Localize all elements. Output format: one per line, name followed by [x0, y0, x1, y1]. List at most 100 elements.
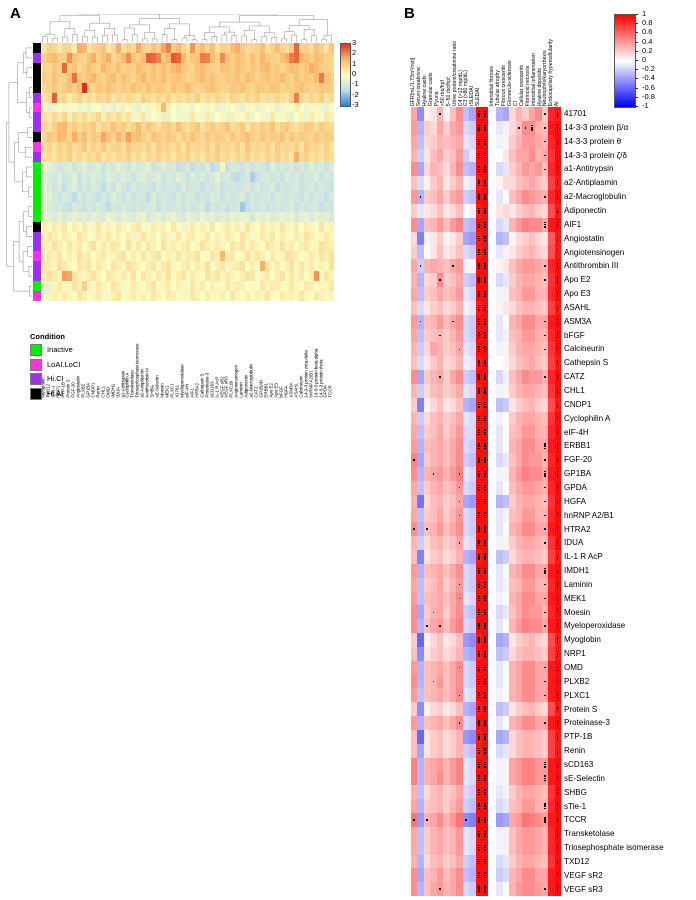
heatmap-cell — [304, 181, 310, 192]
heatmap-cell — [496, 854, 503, 869]
heatmap-cell-fill — [423, 508, 431, 523]
heatmap-cell — [462, 217, 470, 232]
heatmap-cell-fill — [423, 120, 431, 135]
heatmap-cell-fill — [417, 439, 424, 454]
heatmap-cell — [170, 142, 176, 153]
heatmap-cell-fill — [502, 813, 510, 827]
heatmap-cell — [136, 251, 141, 262]
heatmap-cell-fill — [430, 688, 437, 703]
heatmap-cell — [210, 92, 216, 103]
heatmap-cell-fill — [411, 176, 418, 191]
heatmap-cell-fill — [436, 411, 444, 426]
heatmap-cell-fill — [436, 826, 444, 841]
heatmap-cell — [417, 563, 424, 578]
heatmap-cell-fill — [436, 397, 444, 412]
heatmap-cell — [91, 191, 97, 202]
colorbar-tick-label: 0.6 — [642, 27, 653, 37]
heatmap-cell-fill — [535, 370, 542, 384]
heatmap-cell — [91, 291, 97, 301]
heatmap-cell — [554, 314, 561, 329]
heatmap-cell-fill — [554, 162, 561, 177]
heatmap-cell — [449, 771, 457, 786]
heatmap-cell — [515, 286, 523, 301]
heatmap-cell — [264, 62, 270, 73]
heatmap-cell — [66, 241, 72, 252]
heatmap-cell — [515, 453, 523, 467]
heatmap-cell-fill — [469, 328, 476, 343]
row-label: IDUA — [564, 538, 584, 548]
heatmap-cell — [220, 171, 226, 182]
heatmap-cell — [220, 181, 226, 192]
heatmap-cell — [244, 82, 250, 93]
heatmap-cell-fill — [515, 785, 523, 800]
heatmap-cell — [515, 577, 523, 592]
heatmap-cell-fill — [456, 217, 463, 232]
heatmap-cell — [515, 646, 523, 661]
heatmap-cell-fill — [502, 397, 510, 412]
heatmap-cell — [430, 286, 437, 301]
heatmap-cell-fill — [548, 217, 555, 232]
heatmap-cell — [185, 241, 191, 252]
heatmap-cell — [101, 171, 107, 182]
heatmap-cell — [554, 176, 561, 191]
heatmap-cell — [254, 152, 260, 163]
heatmap-cell — [411, 217, 418, 232]
heatmap-cell — [548, 577, 555, 592]
heatmap-cell-fill — [443, 660, 450, 675]
heatmap-cell — [230, 291, 236, 301]
heatmap-cell — [239, 211, 245, 222]
heatmap-cell — [502, 356, 510, 371]
legend-item: Inactive — [30, 344, 150, 356]
heatmap-cell — [42, 43, 47, 53]
heatmap-cell — [528, 688, 536, 703]
heatmap-cell — [61, 271, 67, 282]
heatmap-cell-fill — [509, 619, 516, 634]
heatmap-cell — [469, 494, 476, 509]
heatmap-cell — [469, 273, 476, 287]
heatmap-cell-fill — [436, 716, 444, 730]
heatmap-cell — [205, 122, 211, 133]
heatmap-cell — [46, 52, 52, 63]
heatmap-cell — [469, 342, 476, 357]
heatmap-cell — [220, 281, 226, 292]
heatmap-cell — [411, 411, 418, 426]
heatmap-cell — [106, 231, 112, 242]
heatmap-cell-fill — [528, 646, 536, 661]
heatmap-cell — [131, 72, 137, 83]
heatmap-cell — [160, 102, 166, 113]
heatmap-cell-fill — [449, 383, 457, 398]
heatmap-cell-fill — [528, 771, 536, 786]
heatmap-cell-fill — [469, 716, 476, 730]
heatmap-cell — [509, 688, 516, 703]
heatmap-cell — [515, 439, 523, 454]
heatmap-cell-fill — [456, 563, 463, 578]
heatmap-cell — [436, 591, 444, 606]
heatmap-cell — [443, 577, 450, 592]
heatmap-cell — [548, 148, 555, 163]
heatmap-cell — [249, 171, 255, 182]
heatmap-cell — [430, 813, 437, 827]
heatmap-cell-fill — [509, 134, 516, 149]
heatmap-cell — [481, 217, 489, 232]
column-group-gap — [488, 411, 497, 426]
row-label: Renin — [564, 746, 586, 756]
heatmap-cell-fill — [411, 785, 418, 800]
heatmap-cell — [185, 52, 191, 63]
heatmap-cell-fill — [436, 799, 444, 814]
heatmap-cell — [244, 291, 250, 301]
heatmap-cell — [411, 826, 418, 841]
heatmap-cell-fill — [522, 757, 529, 772]
heatmap-row — [411, 757, 561, 772]
heatmap-cell-fill — [509, 397, 516, 412]
heatmap-cell — [66, 122, 72, 133]
heatmap-cell — [522, 107, 529, 121]
heatmap-cell — [284, 291, 290, 301]
heatmap-cell — [175, 271, 181, 282]
condition-cell — [33, 62, 41, 73]
heatmap-cell — [411, 176, 418, 191]
heatmap-cell-fill — [411, 702, 418, 717]
row-label: 14-3-3 protein θ — [564, 136, 622, 146]
heatmap-cell — [160, 112, 166, 123]
row-label: ASAHL — [564, 302, 591, 312]
heatmap-cell-fill — [509, 480, 516, 495]
